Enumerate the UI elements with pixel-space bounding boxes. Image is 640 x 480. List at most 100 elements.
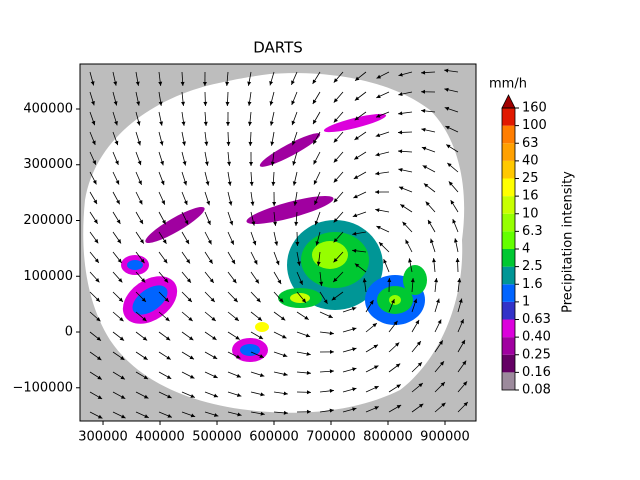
wind-arrow-head	[232, 278, 237, 284]
wind-arrow-head	[225, 101, 230, 106]
wind-arrow-head	[460, 319, 464, 324]
wind-arrow-head	[272, 201, 277, 206]
wind-arrow-head	[161, 200, 165, 205]
wind-arrow-head	[450, 200, 455, 205]
wind-arrow-head	[374, 386, 379, 390]
colorbar-segment	[502, 284, 515, 302]
wind-arrow-head	[328, 314, 333, 318]
colorbar-tick-label: 25	[522, 171, 539, 186]
wind-arrow-head	[362, 278, 367, 283]
colorbar-unit: mm/h	[489, 77, 527, 92]
wind-arrow-head	[352, 248, 357, 253]
precip-area	[290, 293, 310, 303]
wind-arrow-head	[143, 394, 149, 399]
wind-arrow-head	[237, 412, 242, 417]
wind-arrow-head	[398, 186, 404, 191]
wind-arrow-head	[461, 339, 466, 345]
wind-arrow-head	[274, 241, 279, 246]
wind-arrow-head	[351, 306, 357, 311]
wind-arrow-head	[273, 221, 278, 226]
wind-arrow-head	[137, 160, 142, 166]
wind-arrow-head	[444, 87, 449, 92]
wind-arrow-head	[329, 349, 334, 354]
wind-arrow-head	[373, 344, 378, 349]
wind-arrow-head	[410, 278, 415, 283]
wind-arrow-head	[96, 336, 101, 341]
wind-arrow-head	[143, 355, 148, 360]
wind-arrow-head	[415, 319, 420, 325]
wind-arrow-head	[353, 175, 359, 179]
wind-arrow-head	[353, 194, 358, 199]
wind-arrow-head	[97, 395, 103, 399]
wind-arrow-head	[167, 413, 172, 418]
wind-arrow-head	[423, 183, 429, 188]
wind-arrow-head	[119, 336, 125, 341]
wind-arrow-head	[292, 161, 297, 166]
wind-arrow-head	[166, 355, 171, 360]
wind-arrow-head	[421, 146, 427, 151]
precip-area	[323, 113, 387, 133]
wind-arrow-head	[190, 413, 196, 418]
wind-arrow-head	[352, 231, 357, 236]
wind-arrow-head	[92, 160, 96, 165]
wind-arrow-head	[295, 241, 300, 246]
colorbar-segment	[502, 160, 515, 179]
wind-arrow-head	[138, 180, 142, 185]
wind-arrow-head	[136, 101, 141, 106]
wind-arrow-head	[207, 220, 211, 225]
wind-arrow-head	[91, 120, 96, 126]
wind-arrow-head	[455, 258, 460, 263]
wind-arrow-head	[430, 238, 434, 244]
precip-area	[389, 295, 401, 305]
wind-arrow-head	[282, 353, 288, 358]
precip-area	[312, 241, 348, 269]
wind-arrow-head	[229, 220, 234, 226]
wind-arrow-head	[457, 278, 462, 283]
wind-arrow-head	[140, 258, 145, 264]
wind-arrow-head	[271, 181, 276, 186]
wind-arrow-head	[114, 120, 118, 126]
colorbar-tick-label: 40	[522, 153, 539, 168]
wind-arrow-head	[314, 220, 319, 226]
wind-arrow-head	[437, 319, 442, 324]
precip-area	[403, 265, 427, 295]
wind-arrow-head	[91, 100, 95, 106]
wind-arrow-head	[92, 179, 97, 185]
wind-arrow-head	[136, 121, 141, 126]
wind-arrow-head	[253, 260, 258, 265]
wind-arrow-head	[313, 119, 317, 125]
wind-arrow-head	[387, 278, 392, 283]
wind-arrow-head	[329, 408, 334, 413]
wind-arrow-head	[96, 317, 101, 322]
wind-arrow-head	[375, 208, 380, 213]
wind-arrow-head	[282, 334, 287, 339]
wind-arrow-head	[427, 219, 432, 225]
wind-arrow-head	[306, 351, 311, 356]
wind-arrows	[89, 68, 469, 419]
chart-title: DARTS	[253, 39, 303, 57]
wind-arrow-head	[234, 316, 239, 321]
wind-arrow-head	[94, 238, 99, 244]
wind-arrow-head	[316, 261, 321, 266]
precip-area	[259, 133, 321, 167]
wind-arrow-head	[394, 342, 400, 347]
wind-arrow-head	[115, 180, 120, 185]
wind-arrow-head	[333, 277, 338, 283]
wind-arrow-head	[444, 106, 450, 111]
colorbar-segment	[502, 125, 515, 144]
wind-arrow-head	[90, 81, 95, 86]
colorbar-tick-label: 4	[522, 242, 530, 257]
wind-arrow-head	[203, 121, 208, 126]
wind-arrow-head	[165, 317, 170, 322]
wind-arrow-head	[354, 96, 360, 101]
wind-arrow-head	[306, 370, 311, 375]
colorbar-segment	[502, 231, 515, 249]
wind-arrow-head	[421, 108, 426, 113]
wind-arrow-head	[204, 161, 209, 166]
wind-arrow-head	[333, 238, 338, 243]
wind-arrow-head	[291, 140, 296, 146]
wind-arrow-head	[94, 258, 99, 263]
wind-arrow-head	[375, 133, 381, 138]
wind-arrow-head	[354, 116, 360, 121]
wind-arrow-head	[248, 141, 253, 146]
